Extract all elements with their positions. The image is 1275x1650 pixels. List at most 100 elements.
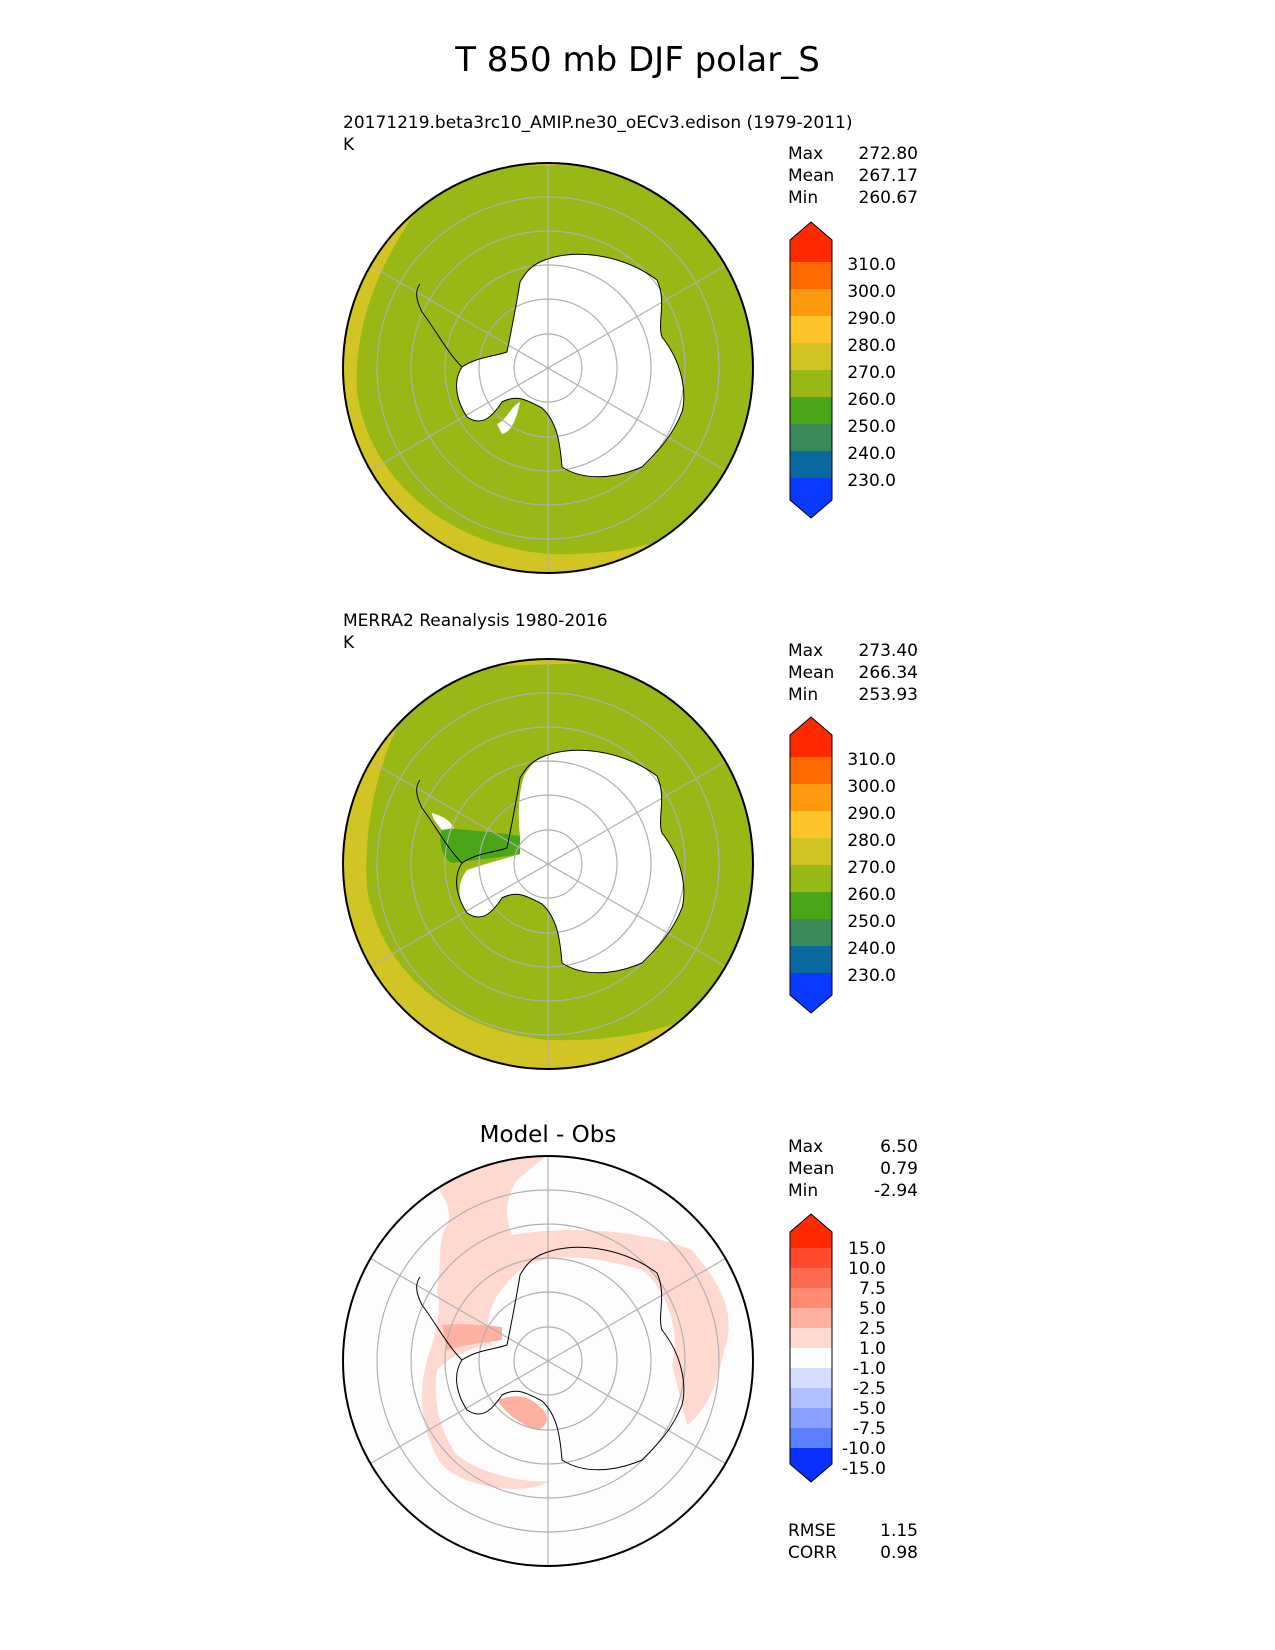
antarctica-land bbox=[459, 750, 684, 973]
cb-swatch bbox=[790, 1348, 832, 1368]
cb-swatch bbox=[790, 838, 832, 865]
cb-tick-label: 300.0 bbox=[847, 282, 896, 302]
cb-swatch-extend-top bbox=[790, 717, 832, 757]
cb-tick-label: 2.5 bbox=[858, 1319, 886, 1339]
cb-swatch bbox=[790, 424, 832, 451]
cb-swatch bbox=[790, 1428, 832, 1448]
cb-tick-label: 5.0 bbox=[858, 1299, 886, 1319]
panel-diff-colorbar bbox=[789, 1213, 833, 1483]
map-boundary bbox=[342, 1155, 754, 1567]
figure-title: T 850 mb DJF polar_S bbox=[455, 40, 820, 80]
stat-value: 260.67 bbox=[858, 188, 918, 208]
colorbar-outline bbox=[789, 1213, 833, 1483]
cb-swatch bbox=[790, 397, 832, 424]
cb-swatch bbox=[790, 1328, 832, 1348]
cb-tick-label: -1.0 bbox=[852, 1359, 886, 1379]
cb-swatch bbox=[790, 370, 832, 397]
cb-tick-label: 15.0 bbox=[848, 1239, 886, 1259]
cb-tick-label: 270.0 bbox=[847, 858, 896, 878]
map-grid bbox=[370, 659, 726, 1069]
cb-swatch bbox=[790, 1388, 832, 1408]
cb-swatch bbox=[790, 343, 832, 370]
cb-swatch bbox=[790, 1248, 832, 1268]
stat-value: 6.50 bbox=[880, 1137, 918, 1157]
stat-value: -2.94 bbox=[874, 1181, 918, 1201]
coastline bbox=[416, 253, 685, 478]
cb-tick-label: 260.0 bbox=[847, 885, 896, 905]
metric-value: 1.15 bbox=[880, 1521, 918, 1541]
stat-value: 273.40 bbox=[858, 641, 918, 661]
cb-swatch bbox=[790, 1308, 832, 1328]
stat-label: Min bbox=[788, 188, 819, 208]
cb-tick-label: 230.0 bbox=[847, 471, 896, 491]
cb-tick-label: 240.0 bbox=[847, 444, 896, 464]
cb-swatch bbox=[790, 919, 832, 946]
cb-swatch bbox=[790, 262, 832, 289]
panel-model-stats: Max 272.80 Mean 267.17 Min 260.67 bbox=[788, 143, 918, 209]
colorbar-swatches bbox=[790, 717, 832, 1013]
metric-value: 0.98 bbox=[880, 1543, 918, 1563]
panel-diff-stats: Max 6.50 Mean 0.79 Min -2.94 bbox=[788, 1136, 918, 1202]
colorbar-swatches bbox=[790, 222, 832, 518]
coastline bbox=[416, 1246, 685, 1471]
cb-swatch bbox=[790, 1288, 832, 1308]
stat-label: Max bbox=[788, 641, 824, 661]
stat-label: Min bbox=[788, 685, 819, 705]
cb-swatch-extend-bottom bbox=[790, 1448, 832, 1482]
cb-swatch bbox=[790, 289, 832, 316]
cb-tick-label: 280.0 bbox=[847, 831, 896, 851]
cb-tick-label: 250.0 bbox=[847, 912, 896, 932]
stat-label: Mean bbox=[788, 1159, 835, 1179]
stat-value: 0.79 bbox=[880, 1159, 918, 1179]
map-grid bbox=[370, 1156, 726, 1566]
metric-label: CORR bbox=[788, 1543, 837, 1563]
cb-tick-label: 240.0 bbox=[847, 939, 896, 959]
stat-label: Mean bbox=[788, 663, 835, 683]
antarctica-land bbox=[456, 254, 684, 477]
cb-tick-label: -15.0 bbox=[842, 1459, 886, 1479]
cb-swatch bbox=[790, 451, 832, 478]
cb-tick-label: 300.0 bbox=[847, 777, 896, 797]
panel-model-subtitle: 20171219.beta3rc10_AMIP.ne30_oECv3.ediso… bbox=[343, 113, 853, 133]
stat-value: 253.93 bbox=[858, 685, 918, 705]
cb-tick-label: 290.0 bbox=[847, 309, 896, 329]
cb-tick-label: -2.5 bbox=[852, 1379, 886, 1399]
panel-obs-stats: Max 273.40 Mean 266.34 Min 253.93 bbox=[788, 640, 918, 706]
cb-tick-label: 260.0 bbox=[847, 390, 896, 410]
cb-tick-label: -5.0 bbox=[852, 1399, 886, 1419]
cb-swatch-extend-top bbox=[790, 1214, 832, 1248]
cb-tick-label: -7.5 bbox=[852, 1419, 886, 1439]
stat-value: 267.17 bbox=[858, 166, 918, 186]
ice-shelf bbox=[497, 402, 520, 434]
cb-swatch bbox=[790, 946, 832, 973]
cb-swatch bbox=[790, 1408, 832, 1428]
cb-tick-label: 270.0 bbox=[847, 363, 896, 383]
colorbar-outline bbox=[789, 221, 833, 519]
cb-tick-label: -10.0 bbox=[842, 1439, 886, 1459]
stat-label: Max bbox=[788, 144, 824, 164]
cb-swatch-extend-top bbox=[790, 222, 832, 262]
cb-swatch-extend-bottom bbox=[790, 478, 832, 518]
diff-positive-region bbox=[422, 1156, 729, 1489]
stat-label: Mean bbox=[788, 166, 835, 186]
panel-diff-heading: Model - Obs bbox=[479, 1122, 617, 1148]
panel-model-units: K bbox=[343, 135, 355, 155]
peninsula-tip bbox=[432, 813, 454, 830]
colorbar-outline bbox=[789, 716, 833, 1014]
panel-obs-colorbar bbox=[789, 716, 833, 1014]
cb-swatch bbox=[790, 865, 832, 892]
cb-swatch bbox=[790, 757, 832, 784]
stat-value: 272.80 bbox=[858, 144, 918, 164]
stat-value: 266.34 bbox=[858, 663, 918, 683]
panel-diff-metrics: RMSE 1.15 CORR 0.98 bbox=[788, 1520, 918, 1564]
cb-tick-label: 230.0 bbox=[847, 966, 896, 986]
cb-tick-label: 7.5 bbox=[858, 1279, 886, 1299]
cb-tick-label: 290.0 bbox=[847, 804, 896, 824]
panel-diff-map bbox=[342, 1155, 754, 1567]
cb-swatch bbox=[790, 784, 832, 811]
cb-tick-label: 1.0 bbox=[858, 1339, 886, 1359]
cb-swatch-extend-bottom bbox=[790, 973, 832, 1013]
panel-obs-units: K bbox=[343, 633, 355, 653]
cb-swatch bbox=[790, 316, 832, 343]
panel-obs-map bbox=[342, 658, 754, 1070]
